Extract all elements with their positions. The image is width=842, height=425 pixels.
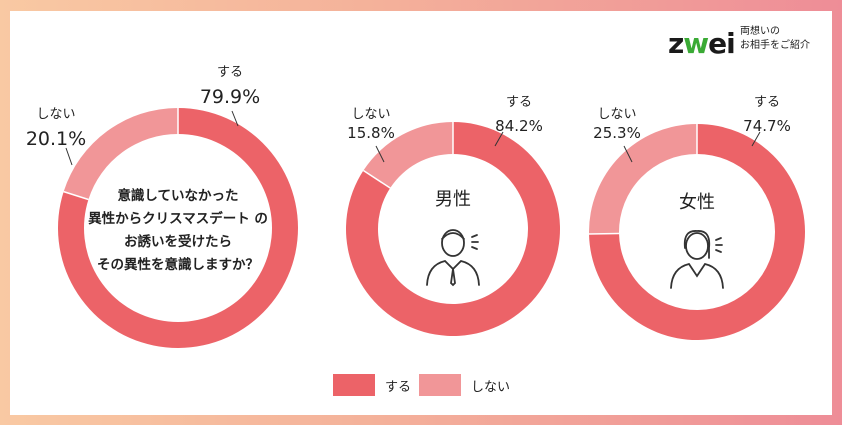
donut-2-leader-yes xyxy=(751,131,761,147)
donut-0-question-line-3: その異性を意識しますか？ xyxy=(97,256,259,273)
donut-2-value-no: 25.3% xyxy=(593,124,641,142)
donut-2-center-title: 女性 xyxy=(679,192,715,213)
donut-2-slice-no xyxy=(588,124,697,235)
donut-0-question-line-1: 異性からクリスマスデート の xyxy=(88,210,268,227)
donut-2-value-yes: 74.7% xyxy=(743,117,791,135)
legend-swatch-no xyxy=(419,374,461,396)
donut-1-slice-no xyxy=(363,122,453,189)
donut-0-slice-no xyxy=(63,108,178,200)
legend-item-yes: する xyxy=(333,374,411,396)
brand-tagline: 両想いの お相手をご紹介 xyxy=(740,25,810,53)
donut-1-label-yes: する xyxy=(506,95,532,110)
donut-0-leader-no xyxy=(65,147,73,166)
donut-0-question-line-2: お誘いを受けたら xyxy=(124,233,232,250)
donut-1-slice-yes xyxy=(346,122,560,336)
legend-item-no: しない xyxy=(419,374,510,396)
man-icon xyxy=(426,229,480,287)
chart-card xyxy=(10,11,832,415)
donut-0-question-line-0: 意識していなかった xyxy=(117,187,238,204)
donut-1-value-no: 15.8% xyxy=(347,124,395,142)
donut-1-leader-yes xyxy=(494,131,504,147)
donut-2-label-yes: する xyxy=(754,95,780,110)
legend-label-yes: する xyxy=(385,379,412,395)
donut-1-divider-1 xyxy=(362,169,391,189)
donut-2-divider-1 xyxy=(589,232,620,235)
donut-1-leader-no xyxy=(375,145,385,163)
donut-2-label-no: しない xyxy=(597,107,636,122)
donut-0-value-no: 20.1% xyxy=(26,128,86,150)
donut-0-label-yes: する xyxy=(217,65,243,80)
donut-0-label-no: しない xyxy=(36,107,75,122)
donut-2-leader-no xyxy=(623,145,633,163)
donut-0-value-yes: 79.9% xyxy=(200,86,260,108)
legend-swatch-yes xyxy=(333,374,375,396)
woman-icon xyxy=(670,230,724,289)
zwei-logo: zwei xyxy=(668,27,736,60)
legend-label-no: しない xyxy=(471,379,511,395)
donut-1-center-title: 男性 xyxy=(435,189,471,210)
donut-0-divider-1 xyxy=(63,190,89,201)
donut-1-label-no: しない xyxy=(351,107,390,122)
tagline-line-1: 両想いの xyxy=(740,26,780,37)
donut-1-value-yes: 84.2% xyxy=(495,117,543,135)
donut-0-leader-yes xyxy=(231,110,239,127)
tagline-line-2: お相手をご紹介 xyxy=(740,40,810,51)
